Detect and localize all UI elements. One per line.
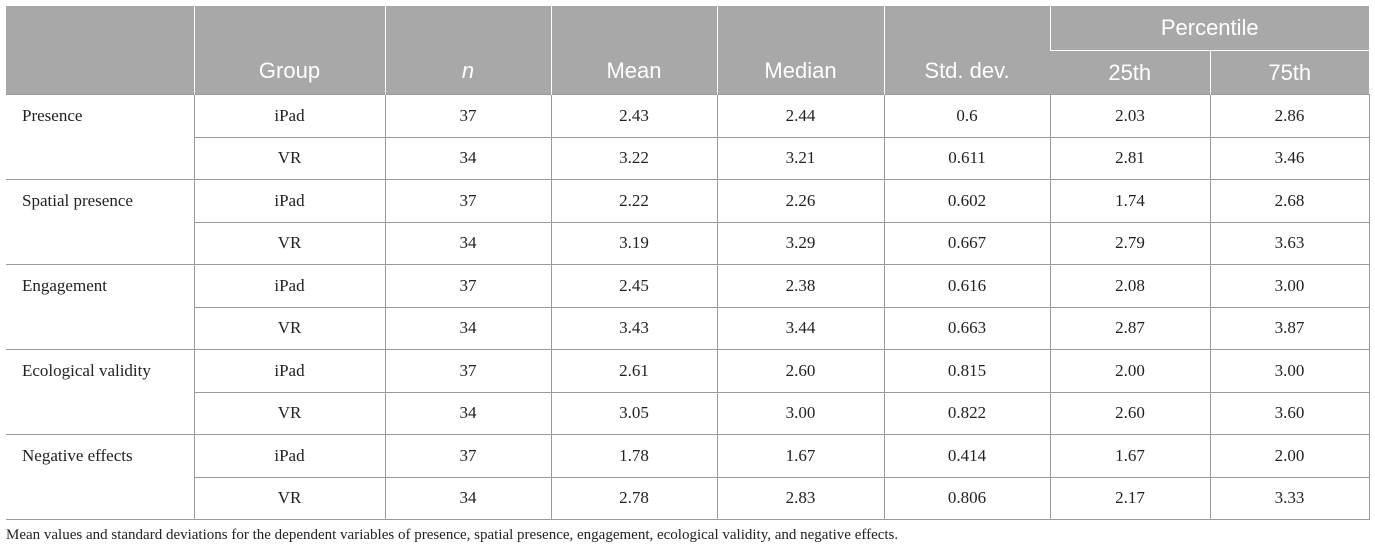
cell-median: 3.00 bbox=[716, 392, 884, 435]
cell-n: 37 bbox=[384, 434, 551, 478]
table-row: Engagement iPad 37 2.45 2.38 0.616 2.08 3.00 bbox=[6, 264, 1370, 350]
variable-label: Ecological validity bbox=[6, 349, 194, 435]
descriptive-statistics-table: Group n Mean Median Std. dev. Percentile… bbox=[6, 6, 1370, 520]
cell-std: 0.6 bbox=[883, 94, 1050, 138]
variable-label: Presence bbox=[6, 94, 194, 180]
cell-p75: 3.63 bbox=[1209, 222, 1370, 265]
header-group: Group bbox=[193, 6, 385, 95]
cell-p75: 2.68 bbox=[1209, 179, 1370, 223]
header-variable-blank bbox=[6, 6, 194, 95]
cell-group: iPad bbox=[193, 434, 385, 478]
table-row: VR 34 3.43 3.44 0.663 2.87 3.87 bbox=[6, 307, 1370, 350]
cell-n: 34 bbox=[384, 392, 551, 435]
cell-p75: 3.46 bbox=[1209, 137, 1370, 180]
cell-p75: 3.87 bbox=[1209, 307, 1370, 350]
cell-p25: 2.08 bbox=[1049, 264, 1210, 308]
cell-median: 2.26 bbox=[716, 179, 884, 223]
cell-mean: 2.22 bbox=[550, 179, 717, 223]
cell-group: iPad bbox=[193, 349, 385, 393]
cell-p75: 3.60 bbox=[1209, 392, 1370, 435]
cell-std: 0.414 bbox=[883, 434, 1050, 478]
cell-std: 0.616 bbox=[883, 264, 1050, 308]
cell-p25: 2.00 bbox=[1049, 349, 1210, 393]
variable-label: Engagement bbox=[6, 264, 194, 350]
cell-p25: 1.74 bbox=[1049, 179, 1210, 223]
cell-n: 34 bbox=[384, 477, 551, 520]
table-row: VR 34 3.05 3.00 0.822 2.60 3.60 bbox=[6, 392, 1370, 435]
cell-p75: 3.00 bbox=[1209, 349, 1370, 393]
cell-median: 3.29 bbox=[716, 222, 884, 265]
cell-mean: 3.22 bbox=[550, 137, 717, 180]
cell-p25: 2.17 bbox=[1049, 477, 1210, 520]
cell-mean: 1.78 bbox=[550, 434, 717, 478]
table-row: VR 34 2.78 2.83 0.806 2.17 3.33 bbox=[6, 477, 1370, 520]
cell-n: 34 bbox=[384, 307, 551, 350]
table-row: Presence iPad 37 2.43 2.44 0.6 2.03 2.86 bbox=[6, 94, 1370, 180]
cell-n: 37 bbox=[384, 179, 551, 223]
header-n: n bbox=[384, 6, 551, 95]
cell-median: 3.44 bbox=[716, 307, 884, 350]
cell-std: 0.602 bbox=[883, 179, 1050, 223]
table-header: Group n Mean Median Std. dev. Percentile… bbox=[6, 6, 1369, 95]
cell-p25: 2.79 bbox=[1049, 222, 1210, 265]
cell-p75: 2.00 bbox=[1209, 434, 1370, 478]
variable-label: Negative effects bbox=[6, 434, 194, 520]
cell-group: VR bbox=[193, 137, 385, 180]
header-75th: 75th bbox=[1209, 50, 1369, 95]
cell-mean: 2.43 bbox=[550, 94, 717, 138]
cell-median: 2.83 bbox=[716, 477, 884, 520]
table-body: Presence iPad 37 2.43 2.44 0.6 2.03 2.86 VR 34 3.2… bbox=[6, 94, 1370, 520]
cell-group: iPad bbox=[193, 179, 385, 223]
cell-mean: 3.05 bbox=[550, 392, 717, 435]
table-row: VR 34 3.19 3.29 0.667 2.79 3.63 bbox=[6, 222, 1370, 265]
cell-mean: 3.19 bbox=[550, 222, 717, 265]
cell-n: 37 bbox=[384, 349, 551, 393]
cell-p25: 2.03 bbox=[1049, 94, 1210, 138]
cell-p75: 3.00 bbox=[1209, 264, 1370, 308]
cell-median: 2.38 bbox=[716, 264, 884, 308]
header-percentile: Percentile bbox=[1049, 6, 1369, 51]
cell-std: 0.611 bbox=[883, 137, 1050, 180]
table-row: Spatial presence iPad 37 2.22 2.26 0.602 1.74 2… bbox=[6, 179, 1370, 265]
variable-label: Spatial presence bbox=[6, 179, 194, 265]
cell-std: 0.822 bbox=[883, 392, 1050, 435]
cell-p25: 2.60 bbox=[1049, 392, 1210, 435]
cell-group: iPad bbox=[193, 94, 385, 138]
table-row: Negative effects iPad 37 1.78 1.67 0.414 1.67 2… bbox=[6, 434, 1370, 520]
cell-p25: 2.87 bbox=[1049, 307, 1210, 350]
table-footnote: Mean values and standard deviations for … bbox=[6, 527, 899, 543]
cell-mean: 3.43 bbox=[550, 307, 717, 350]
cell-group: VR bbox=[193, 392, 385, 435]
cell-median: 2.44 bbox=[716, 94, 884, 138]
cell-std: 0.667 bbox=[883, 222, 1050, 265]
header-median: Median bbox=[716, 6, 884, 95]
cell-p75: 3.33 bbox=[1209, 477, 1370, 520]
cell-n: 37 bbox=[384, 264, 551, 308]
cell-median: 1.67 bbox=[716, 434, 884, 478]
header-mean: Mean bbox=[550, 6, 717, 95]
header-25th: 25th bbox=[1050, 50, 1210, 95]
header-std-dev: Std. dev. bbox=[883, 6, 1050, 95]
cell-n: 37 bbox=[384, 94, 551, 138]
cell-std: 0.663 bbox=[883, 307, 1050, 350]
cell-mean: 2.45 bbox=[550, 264, 717, 308]
cell-group: iPad bbox=[193, 264, 385, 308]
cell-p75: 2.86 bbox=[1209, 94, 1370, 138]
cell-group: VR bbox=[193, 477, 385, 520]
cell-group: VR bbox=[193, 222, 385, 265]
table-row: Ecological validity iPad 37 2.61 2.60 0.815 2.… bbox=[6, 349, 1370, 435]
cell-std: 0.815 bbox=[883, 349, 1050, 393]
cell-median: 3.21 bbox=[716, 137, 884, 180]
cell-median: 2.60 bbox=[716, 349, 884, 393]
cell-group: VR bbox=[193, 307, 385, 350]
cell-p25: 2.81 bbox=[1049, 137, 1210, 180]
cell-mean: 2.78 bbox=[550, 477, 717, 520]
cell-std: 0.806 bbox=[883, 477, 1050, 520]
cell-p25: 1.67 bbox=[1049, 434, 1210, 478]
cell-n: 34 bbox=[384, 137, 551, 180]
table-row: VR 34 3.22 3.21 0.611 2.81 3.46 bbox=[6, 137, 1370, 180]
cell-n: 34 bbox=[384, 222, 551, 265]
cell-mean: 2.61 bbox=[550, 349, 717, 393]
